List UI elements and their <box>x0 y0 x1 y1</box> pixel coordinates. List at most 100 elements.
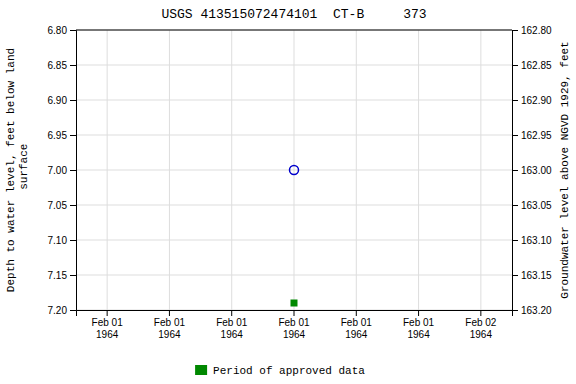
y2-axis-title: Groundwater level above NGVD 1929, feet <box>559 41 571 298</box>
x-tick: Feb 011964 <box>403 310 435 340</box>
tick-label: Feb 011964 <box>341 317 373 340</box>
grid-line <box>107 30 108 310</box>
tick-label: 162.90 <box>521 95 552 106</box>
point <box>290 166 299 175</box>
x-tick: Feb 011964 <box>92 310 124 340</box>
series <box>291 300 298 307</box>
tick-label: Feb 011964 <box>278 317 310 340</box>
axis-line <box>70 31 77 311</box>
tick-mark <box>512 275 518 276</box>
tick-mark <box>512 310 518 311</box>
y2-axis: 163.20 163.15 163.10 163.05 163.00 162.95 162.… <box>512 25 552 316</box>
tick-label: 7.05 <box>48 200 68 211</box>
y-tick: 7.00 <box>48 165 76 176</box>
legend-swatch <box>195 365 207 375</box>
tick-label: 163.15 <box>521 270 552 281</box>
tick-mark <box>70 170 76 171</box>
tick-mark <box>512 170 518 171</box>
tick-label: 6.80 <box>48 25 68 36</box>
tick-mark <box>231 310 232 316</box>
y-tick: 6.85 <box>48 60 76 71</box>
tick-mark <box>418 310 419 316</box>
tick-label: 162.85 <box>521 60 552 71</box>
tick-label: Feb 011964 <box>92 317 124 340</box>
tick-mark <box>70 205 76 206</box>
y-tick: 7.10 <box>48 235 76 246</box>
tick-label: 7.10 <box>48 235 68 246</box>
y2-tick: 162.90 <box>512 95 552 106</box>
tick-mark <box>70 30 76 31</box>
y-axis: 6.80 6.85 6.90 6.95 7.00 7.05 7.10 7.15 7.20 <box>48 25 77 316</box>
legend-label: Period of approved data <box>213 365 365 377</box>
title: USGS 413515072474101 CT-B 373 <box>161 7 426 22</box>
tick-label: 6.85 <box>48 60 68 71</box>
y-tick: 6.80 <box>48 25 76 36</box>
tick-label: 7.20 <box>48 305 68 316</box>
y2-tick: 163.05 <box>512 200 552 211</box>
x-tick: Feb 011964 <box>278 310 310 340</box>
series <box>290 166 299 175</box>
marks <box>290 166 299 307</box>
tick-label: 162.95 <box>521 130 552 141</box>
tick-label: Feb 011964 <box>154 317 186 340</box>
tick-mark <box>512 65 518 66</box>
grid-line <box>231 30 232 310</box>
x-tick: Feb 011964 <box>341 310 373 340</box>
grid-line <box>480 30 481 310</box>
y2-tick: 162.95 <box>512 130 552 141</box>
tick-mark <box>512 100 518 101</box>
y2-tick: 162.85 <box>512 60 552 71</box>
y-axis-title: Depth to water level, feet below land su… <box>5 48 30 292</box>
y2-tick: 162.80 <box>512 25 552 36</box>
tick-mark <box>512 30 518 31</box>
grid-line <box>294 30 295 310</box>
tick-label: 7.15 <box>48 270 68 281</box>
tick-label: 163.10 <box>521 235 552 246</box>
tick-label: Feb 021964 <box>465 317 497 340</box>
tick-mark <box>512 205 518 206</box>
legend: Period of approved data <box>195 365 365 377</box>
tick-mark <box>70 240 76 241</box>
frame <box>76 30 512 31</box>
y-tick: 6.95 <box>48 130 76 141</box>
y-tick: 7.20 <box>48 305 76 316</box>
grid-line <box>418 30 419 310</box>
x-tick: Feb 021964 <box>465 310 497 340</box>
axis-line <box>77 311 513 317</box>
tick-mark <box>480 310 481 316</box>
tick-mark <box>70 65 76 66</box>
tick-label: 163.05 <box>521 200 552 211</box>
tick-mark <box>70 100 76 101</box>
grid-line <box>169 30 170 310</box>
grid <box>76 30 512 310</box>
y-tick: 7.05 <box>48 200 76 211</box>
axis-line <box>513 31 519 311</box>
chart: Feb 011964 Feb 011964 Feb 011964 Feb 011964… <box>0 0 576 384</box>
tick-label: 163.20 <box>521 305 552 316</box>
tick-label: 162.80 <box>521 25 552 36</box>
tick-mark <box>70 275 76 276</box>
tick-mark <box>512 135 518 136</box>
y2-tick: 163.00 <box>512 165 552 176</box>
tick-mark <box>169 310 170 316</box>
x-tick: Feb 011964 <box>154 310 186 340</box>
tick-label: 7.00 <box>48 165 68 176</box>
tick-mark <box>512 240 518 241</box>
y2-tick: 163.20 <box>512 305 552 316</box>
grid-line <box>356 30 357 310</box>
y2-tick: 163.15 <box>512 270 552 281</box>
tick-mark <box>294 310 295 316</box>
x-tick: Feb 011964 <box>216 310 248 340</box>
tick-mark <box>107 310 108 316</box>
tick-mark <box>70 310 76 311</box>
tick-label: 163.00 <box>521 165 552 176</box>
y2-tick: 163.10 <box>512 235 552 246</box>
y-tick: 7.15 <box>48 270 76 281</box>
tick-label: 6.90 <box>48 95 68 106</box>
tick-label: 6.95 <box>48 130 68 141</box>
point <box>291 300 298 307</box>
tick-mark <box>70 135 76 136</box>
grid-line <box>76 30 512 31</box>
plot: Feb 011964 Feb 011964 Feb 011964 Feb 011964… <box>48 25 552 340</box>
x-axis: Feb 011964 Feb 011964 Feb 011964 Feb 011964… <box>77 310 513 340</box>
